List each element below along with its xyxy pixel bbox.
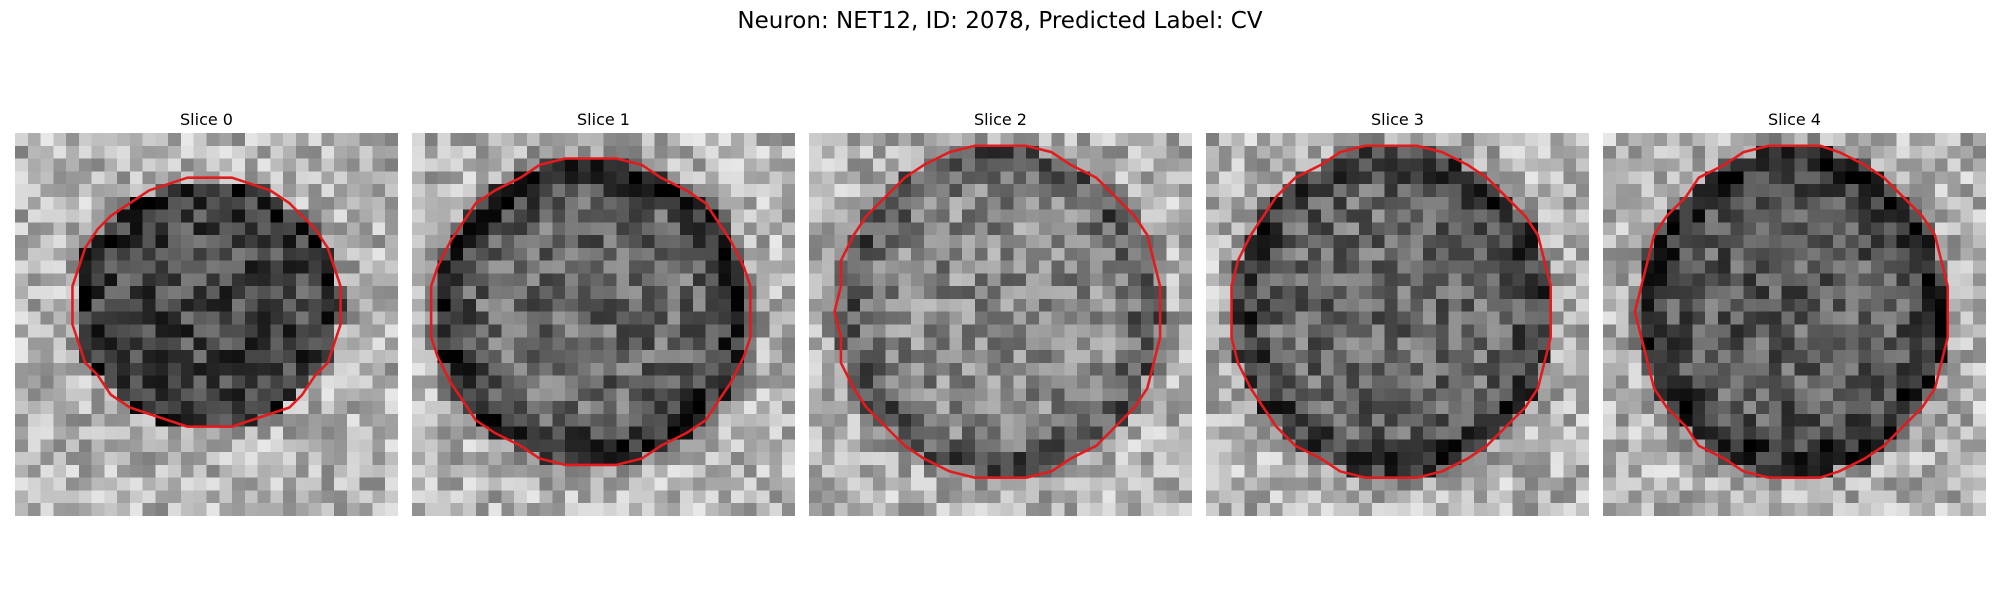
roi-contour-2 bbox=[833, 144, 1162, 479]
slice-title-2: Slice 2 bbox=[974, 110, 1027, 129]
slice-title-0: Slice 0 bbox=[180, 110, 233, 129]
slice-image-0 bbox=[15, 133, 398, 516]
roi-outline-2 bbox=[833, 144, 1162, 479]
roi-outline-4 bbox=[1633, 144, 1949, 479]
slice-panel-1: Slice 1 bbox=[412, 108, 795, 516]
slice-title-4: Slice 4 bbox=[1768, 110, 1821, 129]
roi-contour-1 bbox=[429, 157, 752, 467]
slice-panel-4: Slice 4 bbox=[1603, 108, 1986, 516]
roi-outline-3 bbox=[1230, 144, 1552, 479]
roi-contour-0 bbox=[71, 176, 342, 428]
slice-image-1 bbox=[412, 133, 795, 516]
roi-contour-3 bbox=[1230, 144, 1552, 479]
roi-contour-4 bbox=[1633, 144, 1949, 479]
figure-title: Neuron: NET12, ID: 2078, Predicted Label… bbox=[737, 8, 1263, 34]
roi-outline-1 bbox=[429, 157, 752, 467]
slice-image-2 bbox=[809, 133, 1192, 516]
slice-title-1: Slice 1 bbox=[577, 110, 630, 129]
slice-image-4 bbox=[1603, 133, 1986, 516]
slice-panel-0: Slice 0 bbox=[15, 108, 398, 516]
slice-panel-2: Slice 2 bbox=[809, 108, 1192, 516]
slice-title-3: Slice 3 bbox=[1371, 110, 1424, 129]
slice-image-3 bbox=[1206, 133, 1589, 516]
roi-outline-0 bbox=[71, 176, 342, 428]
slice-panel-3: Slice 3 bbox=[1206, 108, 1589, 516]
